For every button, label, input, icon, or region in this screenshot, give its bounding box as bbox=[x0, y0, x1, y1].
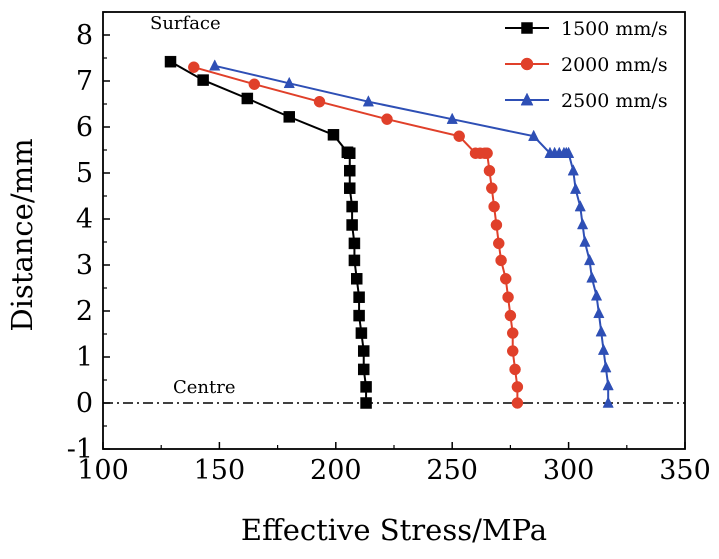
data-point bbox=[602, 396, 614, 408]
data-point bbox=[583, 253, 596, 266]
x-tick-label: 300 bbox=[543, 455, 595, 486]
data-point bbox=[593, 306, 605, 319]
data-point bbox=[511, 397, 524, 409]
data-point bbox=[486, 182, 498, 194]
data-point bbox=[590, 289, 603, 301]
data-point bbox=[241, 92, 254, 105]
data-point bbox=[600, 361, 612, 373]
y-tick-label: -1 bbox=[67, 434, 93, 465]
series-line bbox=[193, 66, 519, 403]
legend: 1500 mm/s 2000 mm/s 2500 mm/s bbox=[505, 18, 668, 112]
series-line bbox=[214, 64, 610, 403]
data-point bbox=[528, 129, 540, 141]
data-point bbox=[509, 363, 521, 376]
series-2 bbox=[209, 59, 614, 408]
series-0 bbox=[164, 55, 372, 409]
y-tick-label: 4 bbox=[76, 204, 93, 235]
data-point bbox=[506, 327, 519, 339]
y-tick-label: 0 bbox=[76, 388, 93, 419]
x-tick-label: 350 bbox=[659, 455, 711, 486]
data-point bbox=[493, 237, 505, 250]
data-point bbox=[357, 345, 370, 357]
data-point bbox=[495, 254, 507, 267]
data-point bbox=[362, 95, 374, 107]
data-point bbox=[602, 378, 614, 391]
data-point bbox=[341, 146, 354, 159]
legend-label: 2000 mm/s bbox=[561, 54, 668, 76]
data-point bbox=[346, 200, 358, 213]
data-point bbox=[248, 78, 261, 90]
data-point bbox=[586, 271, 598, 283]
y-tick-label: 2 bbox=[76, 296, 93, 327]
data-point bbox=[313, 95, 326, 108]
data-point bbox=[360, 381, 372, 393]
data-point bbox=[504, 309, 517, 322]
data-point bbox=[348, 237, 361, 250]
data-point bbox=[597, 343, 610, 355]
data-point bbox=[209, 59, 221, 71]
data-point bbox=[164, 55, 177, 68]
data-point bbox=[579, 235, 591, 247]
x-axis-title: Effective Stress/MPa bbox=[241, 513, 547, 547]
data-point bbox=[353, 309, 365, 322]
y-tick-label: 5 bbox=[76, 158, 93, 189]
data-point bbox=[446, 112, 458, 124]
data-point bbox=[351, 273, 363, 285]
axis-ticks-group: 100 150 200 250 300 350 -1 0 1 2 3 4 5 6 7 8 bbox=[67, 11, 711, 486]
data-point bbox=[544, 146, 556, 158]
data-point bbox=[381, 113, 393, 125]
x-tick-label: 200 bbox=[310, 455, 362, 486]
data-point bbox=[344, 164, 356, 177]
y-tick-label: 8 bbox=[76, 20, 93, 51]
annotation-centre: Centre bbox=[173, 377, 236, 398]
y-tick-label: 6 bbox=[76, 112, 93, 143]
data-point bbox=[502, 291, 514, 303]
data-point bbox=[355, 327, 368, 339]
annotation-surface: Surface bbox=[150, 13, 221, 34]
data-point bbox=[574, 200, 586, 212]
legend-marker bbox=[520, 57, 534, 71]
y-tick-label: 3 bbox=[76, 250, 93, 281]
legend-marker bbox=[521, 22, 533, 34]
x-tick-label: 100 bbox=[77, 455, 129, 486]
series-line bbox=[170, 60, 368, 403]
data-point bbox=[567, 164, 579, 176]
data-point bbox=[569, 182, 582, 194]
data-point bbox=[490, 219, 503, 231]
data-point bbox=[353, 291, 365, 303]
x-tick-label: 250 bbox=[426, 455, 478, 486]
legend-label: 2500 mm/s bbox=[561, 90, 668, 112]
data-point bbox=[283, 111, 295, 123]
data-point bbox=[488, 200, 500, 213]
data-point bbox=[357, 363, 370, 376]
data-point bbox=[506, 345, 519, 357]
x-tick-label: 150 bbox=[194, 455, 246, 486]
y-tick-label: 7 bbox=[76, 66, 93, 97]
data-point bbox=[197, 74, 209, 86]
y-tick-label: 1 bbox=[76, 342, 93, 373]
series-group bbox=[164, 55, 614, 409]
data-point bbox=[511, 381, 524, 393]
data-point bbox=[327, 129, 340, 141]
legend-label: 1500 mm/s bbox=[561, 18, 668, 40]
data-point bbox=[346, 219, 358, 231]
legend-marker bbox=[520, 92, 534, 106]
data-point bbox=[499, 273, 512, 285]
data-point bbox=[453, 130, 465, 142]
data-point bbox=[469, 147, 482, 159]
data-point bbox=[595, 325, 607, 337]
data-point bbox=[188, 61, 200, 73]
data-point bbox=[483, 164, 496, 177]
data-point bbox=[344, 182, 356, 194]
data-point bbox=[348, 254, 361, 267]
y-axis-title: Distance/mm bbox=[5, 138, 39, 331]
series-1 bbox=[188, 61, 524, 409]
data-point bbox=[360, 397, 372, 409]
data-point bbox=[576, 217, 589, 230]
data-point bbox=[283, 76, 295, 89]
